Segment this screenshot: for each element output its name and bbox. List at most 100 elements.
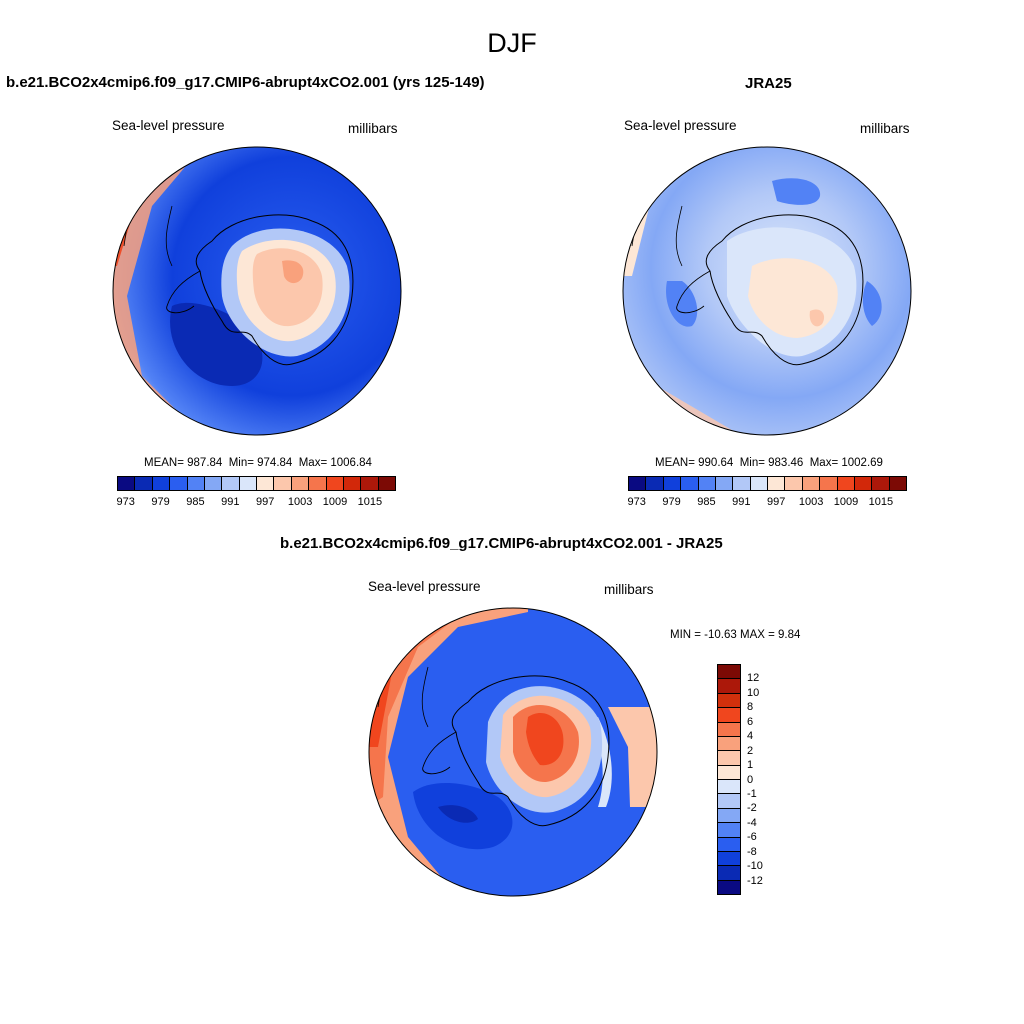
colorbar-swatch	[733, 477, 751, 490]
obs-units-label: millibars	[860, 121, 910, 136]
colorbar-swatch	[718, 693, 740, 709]
model-variable-label: Sea-level pressure	[112, 118, 225, 133]
colorbar-swatch	[257, 477, 275, 490]
colorbar-tick-label: 1009	[833, 496, 859, 508]
colorbar-swatch	[629, 477, 647, 490]
colorbar-swatch	[204, 477, 223, 490]
colorbar-swatch	[291, 477, 310, 490]
colorbar-swatch	[222, 477, 240, 490]
colorbar-tick-label: 0	[747, 773, 754, 786]
difference-slp-map	[368, 607, 658, 897]
colorbar-swatch	[718, 808, 740, 824]
model-panel-title: b.e21.BCO2x4cmip6.f09_g17.CMIP6-abrupt4x…	[6, 74, 485, 91]
colorbar-tick-label: 973	[627, 496, 646, 508]
colorbar-swatch	[750, 477, 768, 490]
colorbar-tick-label: 973	[116, 496, 135, 508]
colorbar-swatch	[698, 477, 716, 490]
colorbar-swatch	[187, 477, 205, 490]
colorbar-swatch	[718, 665, 740, 680]
colorbar-swatch	[135, 477, 153, 490]
colorbar-tick-label: 997	[767, 496, 786, 508]
obs-colorbar-ticks: 973 979 985 991 997 1003 1009 1015	[628, 496, 907, 510]
model-units-label: millibars	[348, 121, 398, 136]
colorbar-tick-label: -4	[747, 816, 757, 829]
colorbar-swatch	[785, 477, 803, 490]
model-colorbar	[117, 476, 396, 491]
colorbar-tick-label: -10	[747, 860, 763, 873]
figure-title: DJF	[487, 28, 537, 58]
colorbar-tick-label: 8	[747, 701, 754, 714]
obs-slp-map	[622, 146, 912, 436]
obs-min-stat: Min= 983.46	[739, 457, 804, 469]
colorbar-swatch	[326, 477, 344, 490]
colorbar-swatch	[718, 736, 740, 752]
colorbar-swatch	[663, 477, 682, 490]
model-max-stat: Max= 1006.84	[298, 457, 372, 469]
colorbar-tick-label: 10	[747, 686, 760, 699]
colorbar-tick-label: -12	[747, 874, 763, 887]
obs-mean-stat: MEAN= 990.64	[655, 457, 734, 469]
colorbar-swatch	[872, 477, 890, 490]
colorbar-tick-label: 12	[747, 672, 760, 685]
colorbar-tick-label: 979	[662, 496, 681, 508]
colorbar-swatch	[718, 708, 740, 723]
colorbar-swatch	[118, 477, 136, 490]
colorbar-tick-label: 991	[732, 496, 751, 508]
colorbar-swatch	[646, 477, 664, 490]
obs-max-stat: Max= 1002.69	[809, 457, 883, 469]
colorbar-swatch	[889, 477, 906, 490]
colorbar-swatch	[768, 477, 786, 490]
colorbar-tick-label: 985	[697, 496, 716, 508]
colorbar-tick-label: 6	[747, 715, 754, 728]
colorbar-swatch	[718, 866, 740, 881]
model-slp-map	[112, 146, 402, 436]
colorbar-swatch	[718, 823, 740, 838]
colorbar-tick-label: 1003	[798, 496, 824, 508]
diff-units-label: millibars	[604, 582, 654, 597]
colorbar-swatch	[718, 851, 740, 867]
colorbar-swatch	[820, 477, 838, 490]
colorbar-swatch	[802, 477, 821, 490]
model-min-stat: Min= 974.84	[228, 457, 293, 469]
colorbar-swatch	[718, 880, 740, 894]
colorbar-tick-label: 997	[256, 496, 275, 508]
difference-colorbar	[717, 664, 741, 895]
diff-panel-title: b.e21.BCO2x4cmip6.f09_g17.CMIP6-abrupt4x…	[280, 535, 723, 552]
colorbar-swatch	[152, 477, 171, 490]
colorbar-swatch	[854, 477, 873, 490]
colorbar-swatch	[718, 722, 740, 737]
model-colorbar-ticks: 973 979 985 991 997 1003 1009 1015	[117, 496, 396, 510]
colorbar-tick-label: -6	[747, 831, 757, 844]
colorbar-swatch	[239, 477, 257, 490]
colorbar-tick-label: 2	[747, 744, 754, 757]
obs-variable-label: Sea-level pressure	[624, 118, 737, 133]
colorbar-swatch	[170, 477, 188, 490]
colorbar-swatch	[718, 837, 740, 852]
obs-panel-title: JRA25	[745, 75, 792, 92]
diff-minmax-stat: MIN = -10.63 MAX = 9.84	[670, 629, 801, 641]
colorbar-tick-label: 1003	[287, 496, 313, 508]
colorbar-tick-label: -8	[747, 845, 757, 858]
colorbar-tick-label: 979	[151, 496, 170, 508]
colorbar-tick-label: 991	[221, 496, 240, 508]
colorbar-tick-label: 1015	[868, 496, 894, 508]
colorbar-swatch	[718, 780, 740, 795]
colorbar-tick-label: 1	[747, 759, 754, 772]
colorbar-swatch	[343, 477, 362, 490]
colorbar-swatch	[837, 477, 855, 490]
difference-colorbar-ticks: 12 10 8 6 4 2 1 0 -1 -2 -4 -6 -8 -10 -12	[747, 664, 787, 895]
colorbar-swatch	[361, 477, 379, 490]
colorbar-swatch	[718, 794, 740, 809]
model-mean-stat: MEAN= 987.84	[144, 457, 223, 469]
colorbar-swatch	[718, 751, 740, 766]
colorbar-tick-label: 985	[186, 496, 205, 508]
diff-variable-label: Sea-level pressure	[368, 579, 481, 594]
obs-colorbar	[628, 476, 907, 491]
colorbar-swatch	[718, 679, 740, 694]
colorbar-swatch	[715, 477, 734, 490]
colorbar-swatch	[274, 477, 292, 490]
colorbar-swatch	[681, 477, 699, 490]
colorbar-tick-label: 1015	[357, 496, 383, 508]
colorbar-tick-label: -1	[747, 787, 757, 800]
colorbar-tick-label: 4	[747, 730, 754, 743]
